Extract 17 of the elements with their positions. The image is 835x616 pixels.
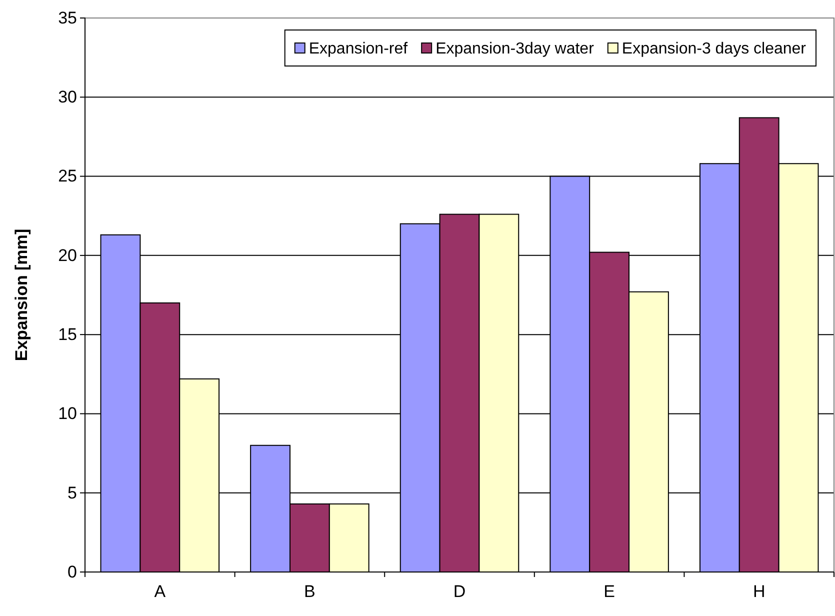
y-tick-label: 15 xyxy=(58,325,77,344)
y-tick-label: 5 xyxy=(68,483,77,502)
legend-label: Expansion-3day water xyxy=(436,40,595,58)
y-tick-label: 0 xyxy=(68,562,77,582)
y-axis-title: Expansion [mm] xyxy=(12,228,31,362)
legend-label: Expansion-ref xyxy=(308,40,408,58)
x-tick-label: A xyxy=(154,582,166,602)
y-tick-label: 25 xyxy=(58,166,77,186)
y-tick-label: 30 xyxy=(58,88,77,107)
y-tick-label: 10 xyxy=(58,404,77,424)
y-tick-label: 35 xyxy=(58,8,77,28)
legend-label: Expansion-3 days cleaner xyxy=(622,40,807,58)
x-tick-label: E xyxy=(604,582,615,602)
x-tick-label: H xyxy=(752,582,766,602)
x-tick-label: D xyxy=(453,582,466,602)
y-tick-label: 20 xyxy=(58,246,77,265)
x-tick-label: B xyxy=(304,582,316,602)
